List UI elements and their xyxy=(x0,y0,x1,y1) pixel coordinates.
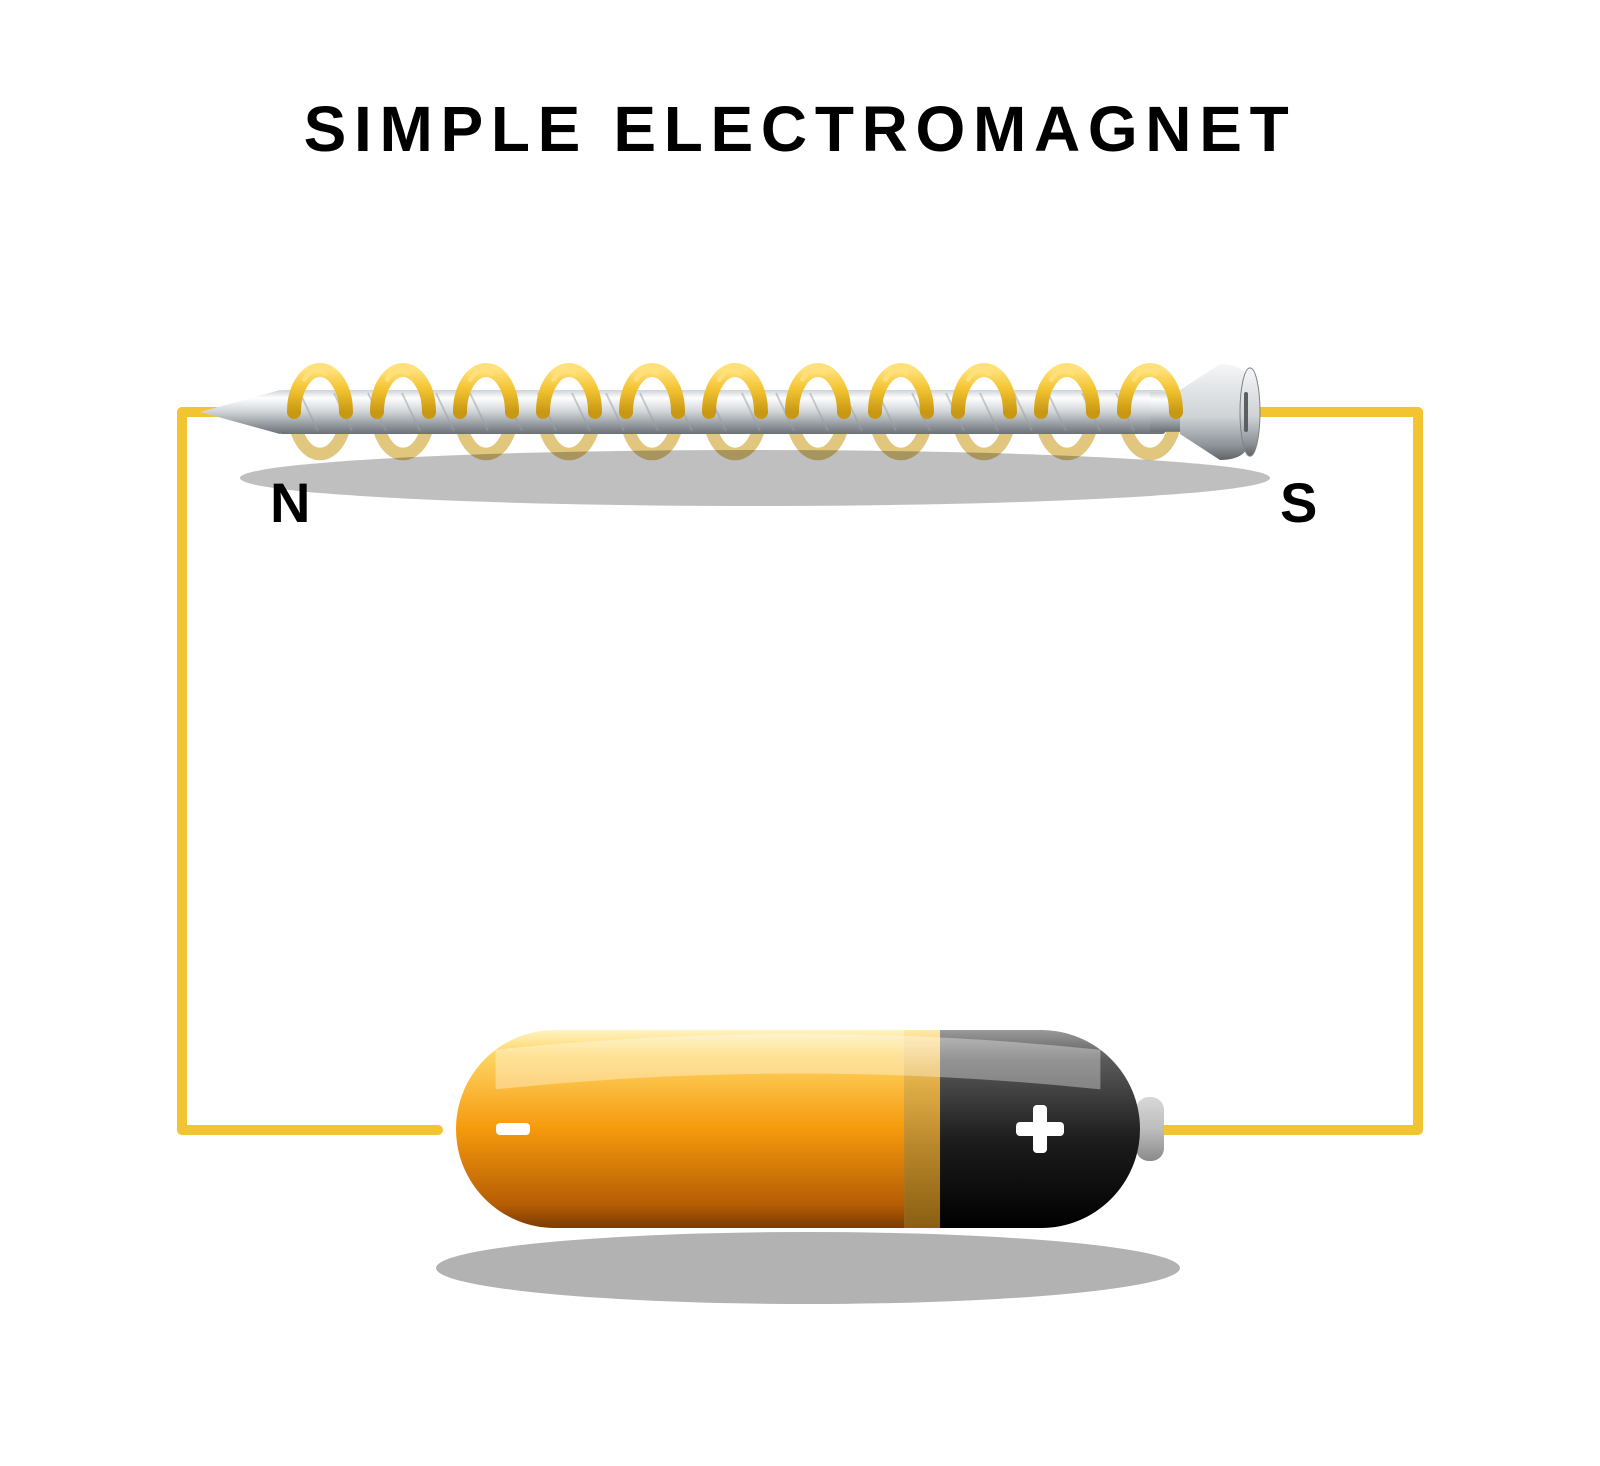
battery-icon xyxy=(456,1030,1164,1228)
electromagnet-diagram: SIMPLE ELECTROMAGNET N S BATTERY xyxy=(0,0,1600,1466)
circuit-wire xyxy=(182,412,1418,1130)
diagram-svg xyxy=(0,0,1600,1466)
